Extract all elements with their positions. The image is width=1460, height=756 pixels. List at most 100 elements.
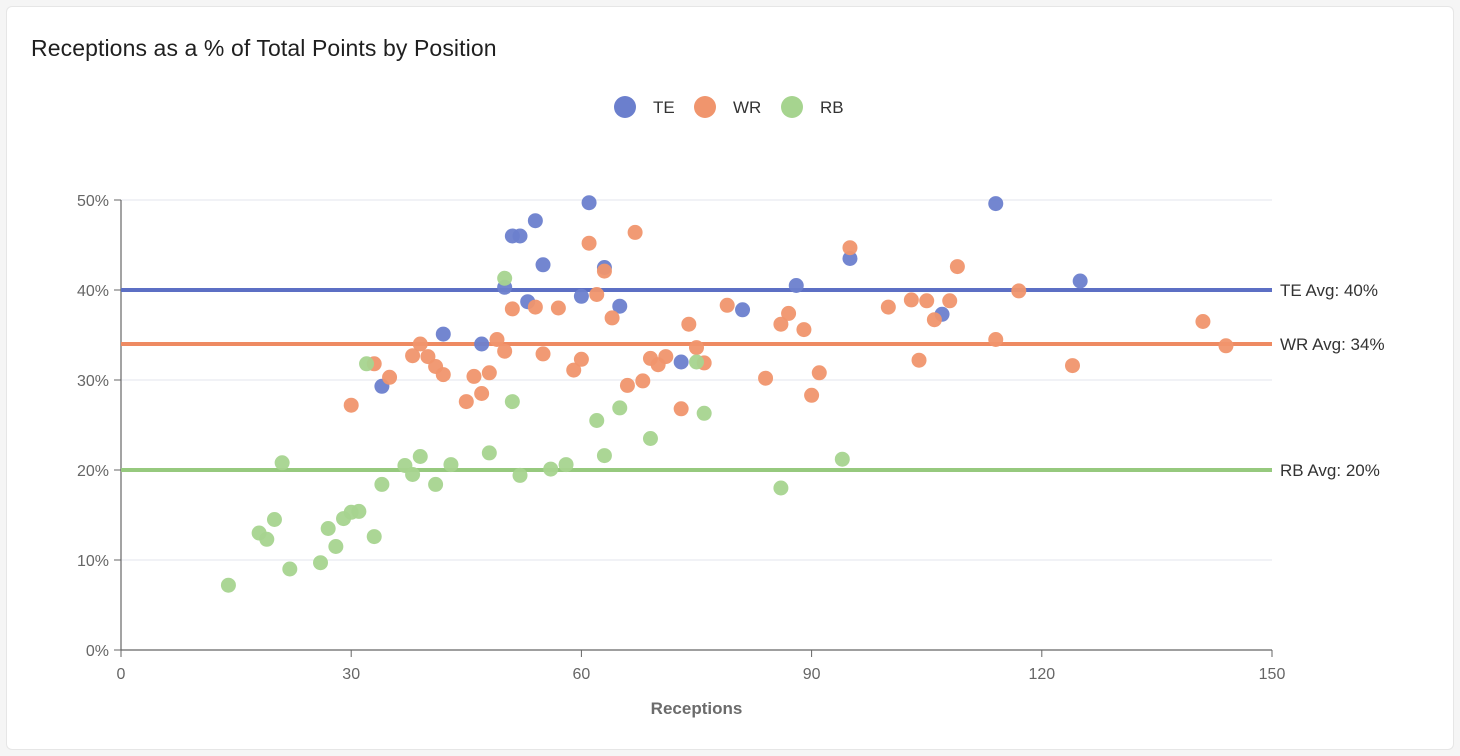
point-wr: [412, 336, 428, 352]
point-rb: [374, 476, 390, 492]
legend[interactable]: TE WR RB: [614, 96, 844, 118]
x-tick-label: 120: [1028, 666, 1055, 683]
point-wr: [949, 259, 965, 275]
point-wr: [627, 224, 643, 240]
point-te: [474, 336, 490, 352]
point-wr: [527, 299, 543, 315]
y-tick-label: 50%: [77, 193, 109, 210]
point-wr: [926, 312, 942, 328]
point-rb: [504, 394, 520, 410]
y-tick-label: 40%: [77, 283, 109, 300]
point-wr: [842, 240, 858, 256]
point-rb: [351, 503, 367, 519]
point-rb: [689, 354, 704, 370]
point-wr: [458, 394, 474, 410]
point-wr: [911, 352, 927, 368]
point-wr: [773, 316, 789, 332]
legend-item-te[interactable]: TE: [614, 96, 675, 118]
point-te: [988, 196, 1004, 212]
point-wr: [504, 301, 520, 317]
point-te: [788, 278, 804, 293]
point-wr: [1218, 338, 1234, 354]
avg-label-te: TE Avg: 40%: [1280, 281, 1378, 300]
legend-marker-wr: [694, 96, 716, 118]
legend-marker-rb: [781, 96, 803, 118]
point-rb: [328, 539, 344, 554]
point-rb: [220, 577, 236, 593]
point-te: [1072, 273, 1088, 289]
point-wr: [481, 365, 497, 381]
point-wr: [988, 332, 1004, 347]
legend-item-wr[interactable]: WR: [694, 96, 761, 118]
point-te: [673, 354, 689, 370]
point-wr: [589, 287, 605, 302]
point-wr: [796, 322, 812, 338]
legend-label-rb: RB: [820, 98, 844, 117]
legend-label-te: TE: [653, 98, 675, 117]
point-rb: [359, 356, 375, 372]
x-tick-label: 150: [1259, 666, 1286, 683]
point-rb: [512, 467, 528, 483]
point-wr: [489, 332, 505, 347]
axes: 0% 10% 20% 30% 40% 50% 0 30 60 90 120 150 Receptions: [77, 193, 1285, 718]
chart-title: Receptions as a % of Total Points by Pos…: [31, 35, 497, 61]
point-wr: [781, 305, 797, 321]
avg-label-rb: RB Avg: 20%: [1280, 461, 1380, 480]
point-rb: [596, 448, 612, 464]
point-wr: [619, 377, 635, 393]
point-wr: [719, 297, 735, 313]
point-wr: [689, 340, 704, 356]
avg-label-wr: WR Avg: 34%: [1280, 335, 1385, 354]
point-rb: [274, 455, 290, 471]
point-rb: [696, 405, 712, 421]
point-wr: [811, 365, 827, 381]
point-wr: [1195, 314, 1211, 329]
x-axis-title: Receptions: [651, 699, 743, 718]
point-wr: [681, 316, 697, 332]
point-te: [435, 326, 451, 342]
data-points: [220, 195, 1234, 593]
point-wr: [673, 401, 689, 417]
x-tick-label: 0: [117, 666, 126, 683]
point-wr: [535, 346, 551, 362]
point-wr: [435, 367, 451, 383]
grid-lines: [121, 199, 1272, 561]
point-wr: [658, 349, 674, 365]
x-tick-label: 90: [803, 666, 821, 683]
point-wr: [550, 300, 566, 316]
y-tick-label: 20%: [77, 463, 109, 480]
legend-label-wr: WR: [733, 98, 761, 117]
point-te: [581, 195, 597, 211]
legend-item-rb[interactable]: RB: [781, 96, 844, 118]
point-wr: [466, 368, 482, 384]
y-tick-label: 10%: [77, 553, 109, 570]
point-rb: [497, 270, 513, 286]
point-rb: [412, 449, 428, 464]
point-wr: [942, 293, 958, 309]
point-rb: [642, 431, 658, 446]
point-wr: [804, 387, 820, 403]
x-tick-label: 60: [573, 666, 591, 683]
point-rb: [428, 476, 444, 492]
point-rb: [282, 561, 298, 577]
point-wr: [573, 351, 589, 367]
point-rb: [266, 512, 282, 527]
point-te: [535, 257, 551, 273]
point-rb: [320, 521, 336, 536]
point-rb: [612, 400, 628, 416]
point-te: [527, 213, 543, 229]
point-rb: [834, 451, 850, 467]
point-wr: [596, 263, 612, 279]
point-te: [612, 298, 628, 314]
point-wr: [382, 369, 398, 385]
chart-card: Receptions as a % of Total Points by Pos…: [6, 6, 1454, 750]
y-tick-label: 30%: [77, 373, 109, 390]
point-rb: [405, 467, 421, 482]
point-rb: [773, 480, 789, 496]
y-tick-label: 0%: [86, 643, 109, 660]
point-wr: [919, 293, 935, 309]
point-wr: [1011, 283, 1027, 299]
point-te: [735, 302, 751, 318]
point-wr: [343, 397, 359, 413]
